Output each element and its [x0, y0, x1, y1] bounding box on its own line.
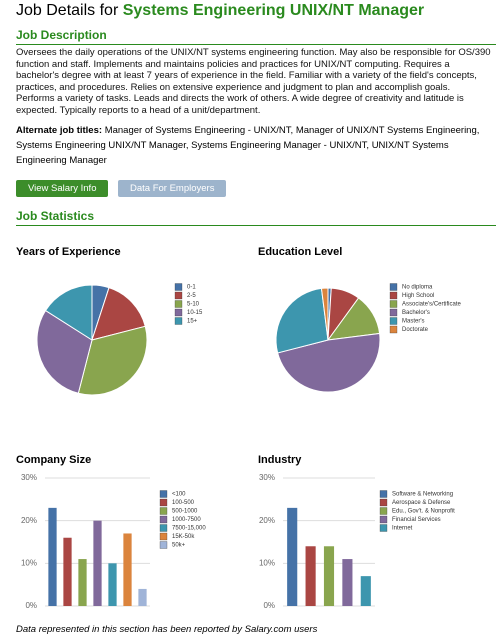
legend-swatch	[159, 498, 168, 507]
legend-swatch	[159, 541, 168, 549]
pie-slice	[44, 284, 93, 341]
legend-swatch	[159, 532, 168, 541]
legend-label: <100	[172, 492, 186, 498]
section-heading: Job Description	[16, 28, 496, 45]
pie-slice	[77, 325, 148, 396]
legend-label: 500-1000	[172, 509, 198, 515]
pie-slice	[275, 287, 329, 354]
legend-label: 5-10	[187, 302, 200, 308]
legend-swatch	[389, 325, 398, 334]
alternate-titles: Alternate job titles: Manager of Systems…	[16, 123, 486, 168]
y-tick-label: 20%	[21, 516, 37, 525]
legend-label: 100-500	[172, 500, 195, 506]
button[interactable]: Data For Employers	[118, 180, 227, 197]
legend-swatch	[174, 300, 183, 308]
bar	[138, 588, 147, 606]
legend-swatch	[159, 507, 168, 515]
y-tick-label: 30%	[259, 473, 275, 482]
chart-title: Education Level	[258, 246, 342, 258]
legend-label: High School	[402, 293, 434, 299]
bar	[78, 559, 87, 606]
y-tick-label: 20%	[259, 516, 275, 525]
legend-label: 50k+	[172, 543, 186, 549]
legend-swatch	[379, 507, 388, 515]
legend-swatch	[174, 308, 183, 317]
legend-label: Associate's/Certificate	[402, 302, 461, 308]
page-title: Job Details for Systems Engineering UNIX…	[16, 2, 424, 20]
legend-label: Master's	[402, 319, 424, 325]
pie-slice	[277, 332, 381, 393]
description: Oversees the daily operations of the UNI…	[16, 47, 491, 116]
title-prefix: Job Details for	[16, 2, 119, 19]
pie-slice	[91, 287, 146, 341]
legend-swatch	[174, 283, 183, 291]
alt-label: Alternate job titles:	[16, 125, 103, 136]
legend-swatch	[389, 283, 398, 291]
legend-swatch	[159, 490, 168, 498]
legend-swatch	[389, 317, 398, 325]
y-tick-label: 0%	[263, 601, 275, 610]
legend-swatch	[159, 524, 168, 532]
legend-label: 15+	[187, 319, 198, 325]
legend-swatch	[379, 490, 388, 498]
bar	[360, 576, 371, 606]
y-tick-label: 30%	[21, 473, 37, 482]
chart-title: Industry	[258, 454, 302, 466]
bar	[108, 563, 117, 606]
legend-swatch	[389, 291, 398, 300]
chart-title: Years of Experience	[16, 246, 121, 258]
legend-label: Aerospace & Defense	[392, 500, 451, 506]
legend-swatch	[174, 317, 183, 325]
legend-label: Edu., Gov't. & Nonprofit	[392, 509, 455, 515]
legend-label: Financial Services	[392, 517, 441, 523]
pie-slice	[320, 287, 329, 341]
section-heading: Job Statistics	[16, 209, 496, 226]
legend-swatch	[379, 498, 388, 507]
bar	[123, 533, 132, 606]
legend-label: 10-15	[187, 310, 203, 316]
bar	[287, 507, 298, 606]
legend-label: 7500-15,000	[172, 526, 206, 532]
footnote: Data represented in this section has bee…	[16, 624, 318, 635]
y-tick-label: 0%	[25, 601, 37, 610]
bar	[63, 537, 72, 606]
legend-swatch	[389, 300, 398, 308]
y-tick-label: 10%	[21, 558, 37, 567]
legend-label: 15K-50k	[172, 534, 195, 540]
legend-swatch	[159, 515, 168, 524]
bar	[48, 507, 57, 606]
pie-slice	[36, 309, 93, 394]
bar	[342, 559, 353, 606]
legend-swatch	[379, 524, 388, 532]
legend-label: 0-1	[187, 285, 196, 291]
bar	[323, 546, 335, 606]
chart-title: Company Size	[16, 454, 91, 466]
legend-label: Doctorate	[402, 327, 429, 333]
legend-label: Software & Networking	[392, 492, 453, 498]
bar	[305, 546, 316, 606]
legend-label: Bachelor's	[402, 310, 430, 316]
legend-label: 2-5	[187, 293, 196, 299]
legend-label: No diploma	[402, 285, 433, 291]
legend-swatch	[389, 308, 398, 317]
alt-text: Manager of Systems Engineering - UNIX/NT…	[16, 125, 480, 166]
legend-label: 1000-7500	[172, 517, 201, 523]
legend-swatch	[174, 291, 183, 300]
legend-label: Internet	[392, 526, 413, 532]
button[interactable]: View Salary Info	[16, 180, 109, 197]
bar	[93, 520, 102, 606]
legend-swatch	[379, 515, 388, 524]
job-title: Systems Engineering UNIX/NT Manager	[122, 2, 425, 19]
y-tick-label: 10%	[259, 558, 275, 567]
